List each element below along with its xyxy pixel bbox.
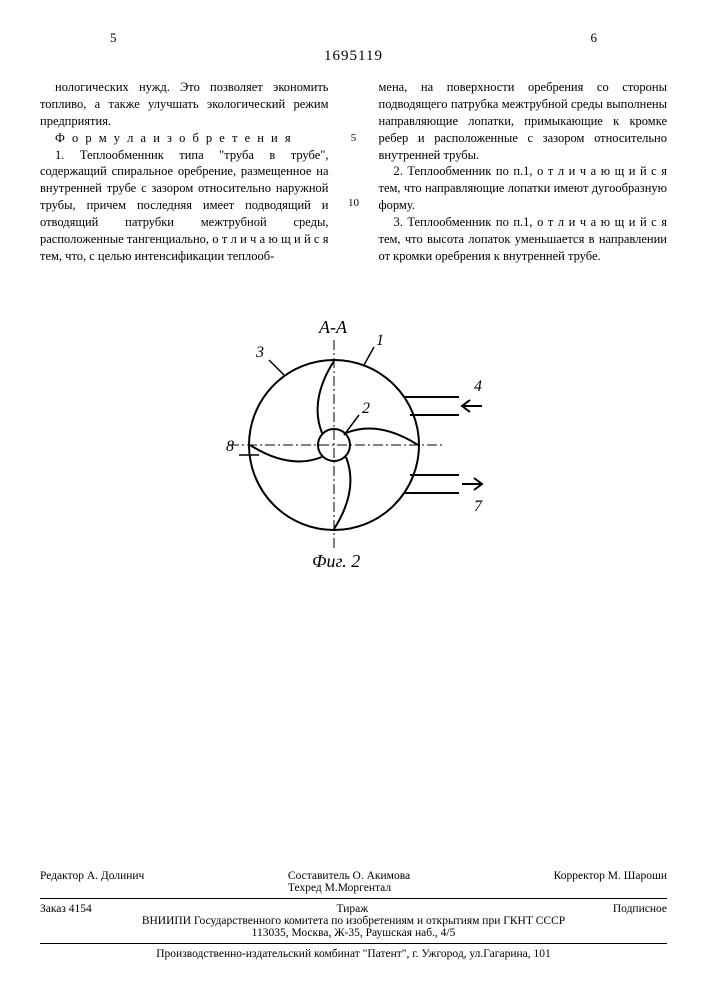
figure-label-2: 2	[362, 400, 370, 417]
figure-label-8: 8	[226, 438, 234, 455]
tirazh-label: Тираж	[336, 903, 368, 915]
techred-credit: Техред М.Моргентал	[288, 882, 410, 894]
formula-heading: Ф о р м у л а и з о б р е т е н и я	[40, 130, 329, 147]
order-number: Заказ 4154	[40, 903, 92, 915]
figure-section-label: А-А	[318, 317, 348, 337]
footer: Редактор А. Долинич Составитель О. Акимо…	[40, 870, 667, 960]
right-column: мена, на поверхности оребрения со сторон…	[379, 79, 668, 265]
line-marker: 5	[345, 131, 363, 146]
patent-number: 1695119	[40, 48, 667, 65]
claim-2: 2. Теплообменник по п.1, о т л и ч а ю щ…	[379, 163, 668, 214]
figure-label-3: 3	[255, 344, 264, 361]
claim-1: 1. Теплообменник типа "труба в трубе", с…	[40, 147, 329, 265]
figure-2: А-А 1 2 3 4 7 8 Фиг. 2	[214, 315, 494, 575]
line-marker: 10	[345, 196, 363, 211]
line-number-gutter: 5 10	[345, 79, 363, 265]
divider	[40, 898, 667, 899]
subscription-label: Подписное	[613, 903, 667, 915]
page-num-right: 6	[591, 30, 598, 46]
page-numbers: 5 6	[110, 30, 597, 46]
figure-wrap: А-А 1 2 3 4 7 8 Фиг. 2	[40, 315, 667, 575]
org-line-2: 113035, Москва, Ж-35, Раушская наб., 4/5	[40, 927, 667, 939]
org-line-1: ВНИИПИ Государственного комитета по изоб…	[40, 915, 667, 927]
corrector-credit: Корректор М. Шароши	[554, 870, 667, 894]
claim-3: 3. Теплообменник по п.1, о т л и ч а ю щ…	[379, 214, 668, 265]
paragraph: нологических нужд. Это позволяет экономи…	[40, 79, 329, 130]
page-num-left: 5	[110, 30, 117, 46]
claim-1-cont: мена, на поверхности оребрения со сторон…	[379, 79, 668, 163]
divider	[40, 943, 667, 944]
text-columns: нологических нужд. Это позволяет экономи…	[40, 79, 667, 265]
editor-credit: Редактор А. Долинич	[40, 870, 144, 894]
figure-label-1: 1	[376, 332, 384, 349]
compiler-credit: Составитель О. Акимова	[288, 870, 410, 882]
printer-line: Производственно-издательский комбинат "П…	[40, 948, 667, 960]
patent-page: 5 6 1695119 нологических нужд. Это позво…	[0, 0, 707, 1000]
figure-label-7: 7	[474, 498, 483, 515]
figure-caption: Фиг. 2	[312, 551, 360, 571]
credits-row: Редактор А. Долинич Составитель О. Акимо…	[40, 870, 667, 894]
figure-label-4: 4	[474, 378, 482, 395]
order-row: Заказ 4154 Тираж Подписное	[40, 903, 667, 915]
left-column: нологических нужд. Это позволяет экономи…	[40, 79, 329, 265]
